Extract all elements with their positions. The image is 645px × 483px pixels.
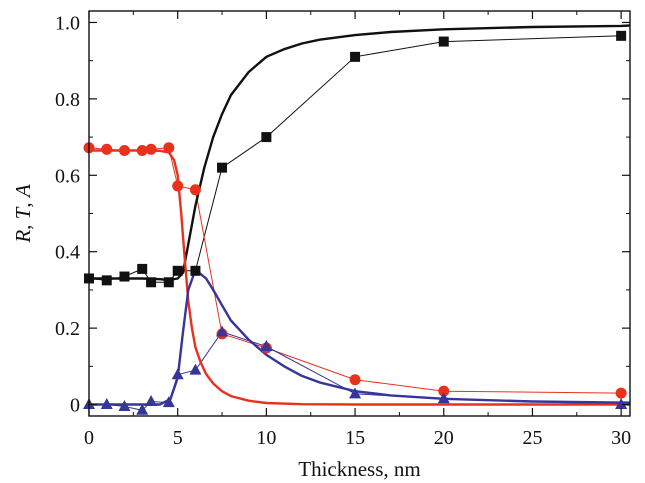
circle-marker [615,387,627,399]
triangle-marker [437,392,450,404]
x-tick-label: 10 [256,427,276,449]
y-tick-label: 0.6 [55,165,80,187]
triangle-marker [118,399,131,411]
triangle-marker [171,368,184,380]
x-tick-label: 0 [84,427,94,449]
y-tick-label: 0.4 [55,242,80,264]
y-axis-title-part: A [11,184,35,199]
square-marker [217,162,228,173]
y-axis-title-part: T [11,206,35,219]
y-axis-title-part: , [11,219,35,230]
circle-marker [438,385,450,397]
circle-marker [118,144,130,156]
measured-circle-connector [89,147,622,394]
x-tick-label: 5 [173,427,183,449]
circle-marker [136,144,148,156]
circle-marker [172,180,184,192]
y-axis-title-part: R [11,230,35,244]
triangle-marker [216,325,229,337]
x-tick-label: 25 [522,427,542,449]
series-layer [83,24,630,415]
square-marker [438,36,449,47]
ticks-layer: 0 5 10 15 20 25 30 0 0.2 0.4 0.6 0.8 1.0 [55,11,631,449]
square-marker [119,271,130,282]
square-marker [350,51,361,62]
triangle-marker [136,403,149,415]
square-marker [261,132,272,143]
circle-marker [349,374,361,386]
square-marker [163,277,174,288]
triangle-marker [145,394,158,406]
measured-square-connector [89,35,622,283]
triangle-marker [260,339,273,351]
y-tick-label: 0 [70,395,80,417]
y-tick-label: 0.2 [55,318,80,340]
circle-marker [189,184,201,196]
x-tick-label: 30 [611,427,631,449]
square-marker [146,277,157,288]
square-marker [101,275,112,286]
triangle-marker [349,387,362,399]
circle-marker [145,143,157,155]
triangle-marker [100,398,113,410]
triangle-marker [189,363,202,375]
square-marker [616,30,627,41]
x-tick-label: 20 [434,427,454,449]
plot-frame [88,10,631,417]
circle-marker [101,143,113,155]
square-marker [137,263,148,274]
x-axis-title: Thickness, nm [298,457,420,481]
calculated-curve [89,149,630,406]
y-axis-title-part: , [11,197,35,208]
x-tick-label: 15 [345,427,365,449]
square-marker [190,265,201,276]
circle-marker [163,142,175,154]
triangle-marker [162,396,175,408]
y-tick-label: 1.0 [55,12,80,34]
triangle-marker [615,398,628,410]
calculated-curve [89,24,630,282]
square-marker [172,265,183,276]
calculated-curve [89,271,630,406]
y-axis-title: R, T, A [11,184,35,244]
y-tick-label: 0.8 [55,89,80,111]
